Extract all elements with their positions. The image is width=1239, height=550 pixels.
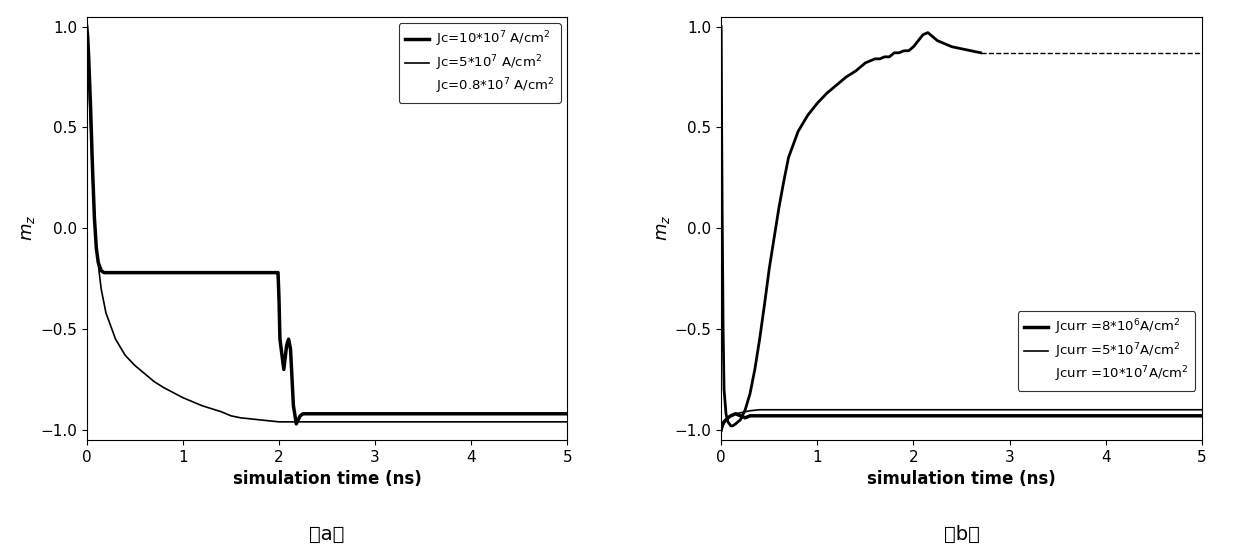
Y-axis label: $m_z$: $m_z$	[654, 215, 672, 241]
Legend: Jcurr =8*10$^6$A/cm$^2$, Jcurr =5*10$^7$A/cm$^2$, Jcurr =10*10$^7$A/cm$^2$: Jcurr =8*10$^6$A/cm$^2$, Jcurr =5*10$^7$…	[1017, 311, 1196, 391]
Text: （b）: （b）	[944, 525, 980, 544]
Y-axis label: $m_z$: $m_z$	[20, 215, 37, 241]
Legend: Jc=10*10$^7$ A/cm$^2$, Jc=5*10$^7$ A/cm$^2$, Jc=0.8*10$^7$ A/cm$^2$: Jc=10*10$^7$ A/cm$^2$, Jc=5*10$^7$ A/cm$…	[399, 23, 561, 103]
X-axis label: simulation time (ns): simulation time (ns)	[233, 470, 421, 488]
Text: （a）: （a）	[310, 525, 344, 544]
X-axis label: simulation time (ns): simulation time (ns)	[867, 470, 1056, 488]
